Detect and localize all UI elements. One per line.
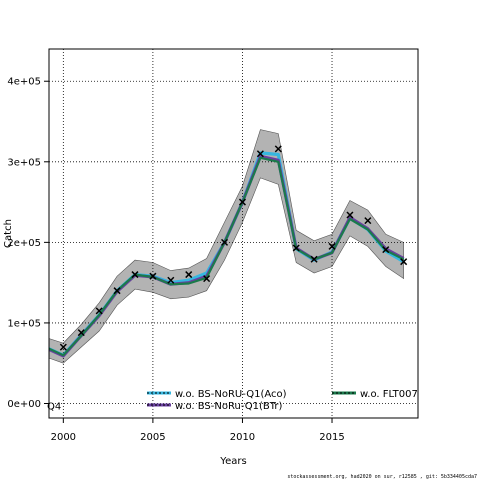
y-tick-label: 3e+05 xyxy=(7,157,41,168)
y-tick-label: 4e+05 xyxy=(7,77,41,88)
observation-point xyxy=(203,275,211,283)
legend-entry-2: w.o. BS-NoRu-Q1(BTr) xyxy=(147,401,283,412)
legend-label: w.o. BS-NoRU-Q1(Aco) xyxy=(175,389,287,400)
observation-point xyxy=(292,244,300,252)
legend: w.o. BS-NoRU-Q1(Aco)w.o. BS-NoRu-Q1(BTr)… xyxy=(147,389,418,412)
legend-label: w.o. BS-NoRu-Q1(BTr) xyxy=(175,401,283,412)
observation-point xyxy=(256,150,264,158)
observation-point xyxy=(131,271,139,279)
legend-label: w.o. FLT007 xyxy=(360,389,418,400)
y-tick-label: 1e+05 xyxy=(7,318,41,329)
observation-point xyxy=(221,238,229,246)
confidence-band xyxy=(49,129,404,364)
panel-label: Q4 xyxy=(47,401,61,412)
observation-point xyxy=(113,287,121,295)
observation-point xyxy=(364,217,372,225)
plot-frame xyxy=(48,48,419,419)
observation-point xyxy=(382,246,390,254)
x-tick-label: 2010 xyxy=(230,432,255,443)
x-tick-label: 2000 xyxy=(51,432,76,443)
observation-point xyxy=(238,198,246,206)
x-tick-label: 2015 xyxy=(319,432,344,443)
observation-point xyxy=(149,272,157,280)
observation-point xyxy=(95,307,103,315)
x-axis-label: Years xyxy=(219,456,246,467)
y-tick-label: 2e+05 xyxy=(7,238,41,249)
observation-point xyxy=(346,211,354,219)
observation-point xyxy=(274,145,282,153)
observation-point xyxy=(167,276,175,284)
observation-point xyxy=(59,343,67,351)
observation-point xyxy=(310,255,318,263)
legend-entry-1: w.o. BS-NoRU-Q1(Aco) xyxy=(147,389,287,400)
y-axis-label: Catch xyxy=(3,219,14,248)
footer-credit: stockassessment.org, had2020 on sur, r12… xyxy=(287,474,477,480)
y-tick-label: 0e+00 xyxy=(7,399,41,410)
legend-entry-3: w.o. FLT007 xyxy=(332,389,418,400)
observation-point xyxy=(328,242,336,250)
observation-point xyxy=(185,271,193,279)
x-tick-label: 2005 xyxy=(140,432,165,443)
observation-point xyxy=(77,329,85,337)
observation-point xyxy=(400,258,408,266)
